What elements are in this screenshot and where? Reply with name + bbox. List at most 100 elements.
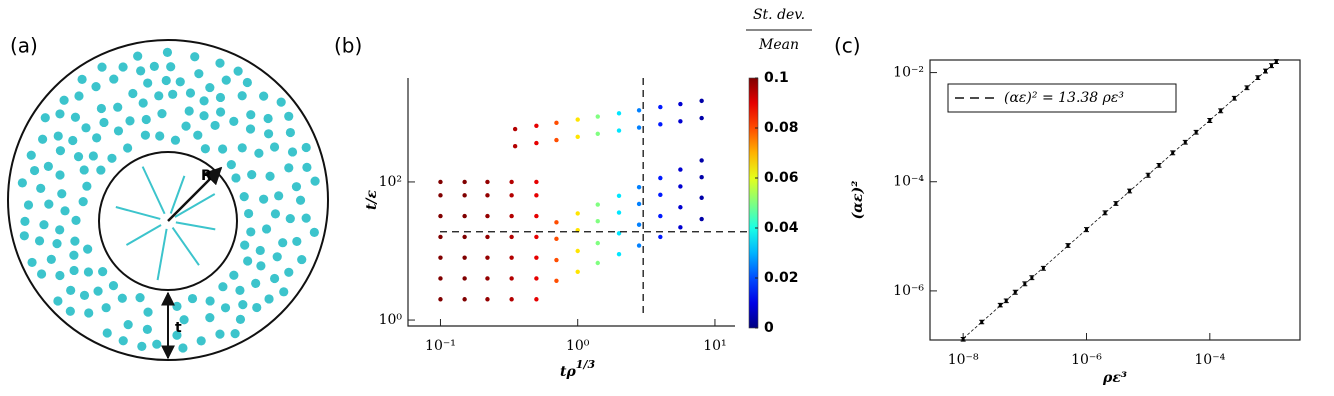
x-axis-label: ρε³ [1102, 370, 1127, 386]
particle [68, 135, 78, 146]
point [1157, 163, 1161, 167]
particle [55, 146, 66, 156]
particle [187, 293, 198, 304]
particle [136, 66, 146, 76]
particle [43, 161, 53, 171]
point [699, 98, 704, 104]
particle [113, 102, 123, 112]
point [1013, 290, 1017, 294]
particle [218, 144, 228, 154]
particle [270, 209, 281, 219]
particle [152, 339, 162, 349]
particle [53, 131, 63, 141]
x-axis-label: tρ1/3 [560, 358, 595, 380]
point [509, 255, 514, 260]
point [699, 216, 704, 222]
particle [84, 308, 94, 318]
point [1066, 243, 1070, 247]
particle [102, 328, 112, 338]
point [438, 297, 443, 302]
particle [284, 267, 294, 277]
particle [107, 153, 117, 163]
particle [97, 62, 107, 72]
particle [83, 244, 93, 254]
particle [83, 267, 94, 277]
particle [108, 281, 119, 291]
point [678, 225, 683, 230]
point [678, 167, 683, 172]
particle [199, 96, 209, 106]
particle [81, 123, 91, 133]
particle [78, 197, 88, 207]
point [636, 108, 642, 113]
y-tick-label: 10⁻² [893, 65, 924, 81]
particle [118, 62, 128, 72]
point [1103, 211, 1107, 215]
point [699, 115, 704, 121]
particle [27, 257, 37, 268]
particle [285, 127, 296, 138]
particle [20, 216, 30, 226]
particle [138, 98, 148, 108]
point [575, 211, 580, 216]
particle [226, 160, 236, 170]
point [509, 179, 514, 185]
fiber [169, 175, 186, 214]
particle [237, 143, 247, 153]
particle [65, 306, 75, 316]
fiber [156, 228, 168, 281]
point [595, 240, 600, 246]
point [1004, 299, 1008, 303]
x-tick-label: 10⁰ [566, 338, 590, 354]
point [636, 125, 642, 130]
point [616, 210, 622, 215]
particle [133, 51, 143, 61]
particle [301, 213, 311, 223]
point [485, 179, 490, 185]
x-tick-label: 10⁻⁶ [1071, 352, 1102, 368]
particle [284, 163, 294, 173]
particle [117, 293, 127, 303]
point [1084, 228, 1088, 232]
point [485, 213, 490, 219]
particle [23, 200, 34, 210]
panel-label: (a) [10, 34, 38, 58]
particle [246, 227, 256, 237]
radius-label: R [201, 168, 212, 184]
particle [254, 148, 264, 158]
particle [238, 300, 248, 310]
point [534, 193, 539, 198]
particle [297, 254, 307, 265]
fiber [141, 166, 166, 215]
point [1171, 151, 1175, 155]
particle [44, 199, 54, 209]
particle [194, 69, 204, 79]
particle [184, 106, 194, 116]
particle [36, 269, 47, 279]
particle [274, 191, 284, 201]
particle [66, 285, 76, 295]
point [534, 276, 539, 281]
point [554, 120, 559, 126]
point [1256, 76, 1260, 80]
point [595, 219, 600, 224]
colorbar-title-denominator: Mean [758, 37, 799, 53]
particle [190, 52, 200, 62]
particle [36, 183, 46, 193]
colorbar-tick-label: 0.1 [764, 70, 789, 86]
point [998, 303, 1002, 307]
particle [29, 165, 40, 176]
particle [179, 315, 189, 325]
particle [235, 314, 246, 325]
point [699, 195, 704, 200]
particle [261, 224, 272, 234]
point [485, 297, 490, 302]
particle [215, 92, 226, 103]
particle [77, 74, 87, 84]
point [678, 205, 683, 210]
particle [302, 162, 312, 172]
point [616, 111, 622, 116]
point [534, 297, 539, 302]
point [575, 117, 580, 122]
